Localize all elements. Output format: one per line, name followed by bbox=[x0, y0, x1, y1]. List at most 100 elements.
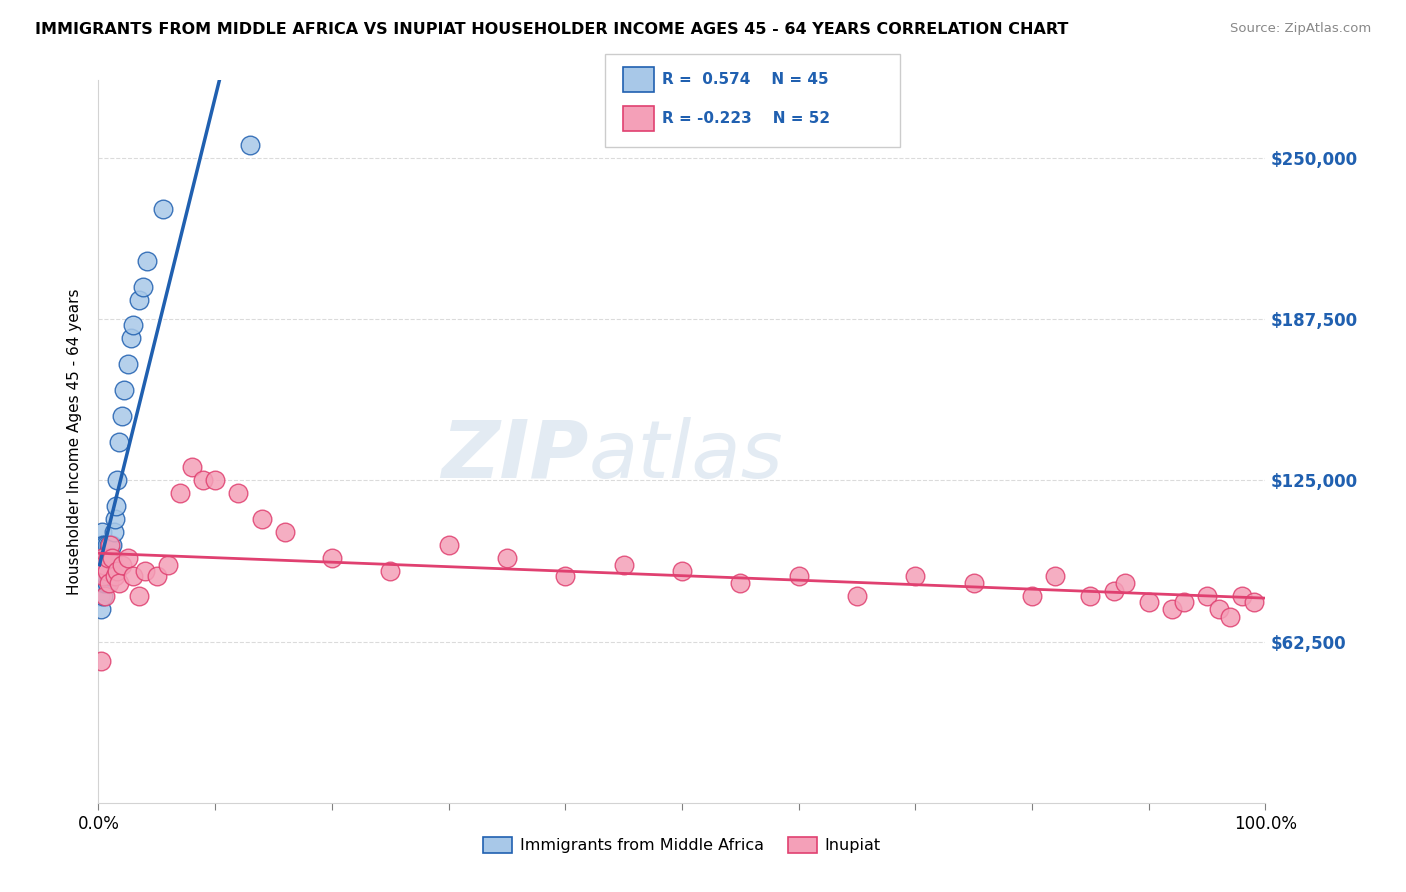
Point bbox=[90, 602, 112, 616]
Point bbox=[962, 576, 984, 591]
Point bbox=[105, 564, 128, 578]
Point bbox=[437, 538, 460, 552]
Point bbox=[97, 576, 120, 591]
Point bbox=[120, 331, 142, 345]
Point bbox=[274, 524, 297, 539]
Point bbox=[730, 576, 752, 591]
Point bbox=[98, 538, 121, 552]
Point bbox=[321, 550, 343, 565]
Y-axis label: Householder Income Ages 45 - 64 years: Householder Income Ages 45 - 64 years bbox=[67, 288, 83, 595]
Point bbox=[122, 568, 145, 582]
Point bbox=[91, 538, 114, 552]
Point bbox=[111, 558, 134, 573]
Point bbox=[1021, 590, 1043, 604]
Point bbox=[204, 473, 226, 487]
Text: atlas: atlas bbox=[589, 417, 783, 495]
Point bbox=[104, 499, 127, 513]
Text: R = -0.223    N = 52: R = -0.223 N = 52 bbox=[662, 112, 831, 126]
Point bbox=[104, 512, 127, 526]
Point bbox=[94, 558, 117, 573]
Point bbox=[1208, 602, 1230, 616]
Point bbox=[90, 538, 112, 552]
Point bbox=[101, 538, 124, 552]
Point bbox=[193, 473, 215, 487]
Point bbox=[787, 568, 810, 582]
Point bbox=[90, 524, 112, 539]
Point bbox=[91, 568, 114, 582]
Point bbox=[157, 558, 180, 573]
Point bbox=[136, 254, 159, 268]
Point bbox=[496, 550, 519, 565]
Point bbox=[117, 357, 139, 371]
Point bbox=[93, 558, 115, 573]
Point bbox=[1219, 610, 1241, 624]
Point bbox=[111, 409, 134, 423]
Text: R =  0.574    N = 45: R = 0.574 N = 45 bbox=[662, 72, 830, 87]
Point bbox=[91, 558, 114, 573]
Point bbox=[94, 568, 117, 582]
Point bbox=[169, 486, 191, 500]
Point bbox=[613, 558, 636, 573]
Point bbox=[90, 576, 112, 591]
Point bbox=[112, 383, 135, 397]
Point bbox=[1114, 576, 1136, 591]
Point bbox=[1195, 590, 1218, 604]
Point bbox=[1173, 594, 1195, 608]
Point bbox=[108, 434, 131, 449]
Point bbox=[98, 542, 121, 557]
Point bbox=[91, 568, 114, 582]
Point bbox=[100, 550, 122, 565]
Point bbox=[90, 568, 112, 582]
Point bbox=[180, 460, 202, 475]
Point bbox=[97, 550, 120, 565]
Point bbox=[89, 590, 111, 604]
Point bbox=[96, 576, 118, 591]
Point bbox=[93, 564, 115, 578]
Point bbox=[90, 564, 112, 578]
Point bbox=[250, 512, 273, 526]
Point bbox=[1080, 590, 1102, 604]
Point bbox=[1102, 584, 1125, 599]
Point bbox=[554, 568, 576, 582]
Point bbox=[97, 550, 120, 565]
Point bbox=[98, 558, 121, 573]
Text: ZIP: ZIP bbox=[441, 417, 589, 495]
Point bbox=[97, 568, 120, 582]
Point bbox=[1045, 568, 1067, 582]
Point bbox=[97, 538, 120, 552]
Point bbox=[132, 279, 155, 293]
Text: Source: ZipAtlas.com: Source: ZipAtlas.com bbox=[1230, 22, 1371, 36]
Point bbox=[122, 318, 145, 333]
Point bbox=[93, 550, 115, 565]
Point bbox=[1137, 594, 1160, 608]
Point bbox=[90, 550, 112, 565]
Point bbox=[103, 524, 125, 539]
Point bbox=[152, 202, 174, 217]
Point bbox=[94, 590, 117, 604]
Point bbox=[97, 564, 120, 578]
Point bbox=[671, 564, 693, 578]
Point bbox=[846, 590, 869, 604]
Point bbox=[96, 564, 118, 578]
Text: IMMIGRANTS FROM MIDDLE AFRICA VS INUPIAT HOUSEHOLDER INCOME AGES 45 - 64 YEARS C: IMMIGRANTS FROM MIDDLE AFRICA VS INUPIAT… bbox=[35, 22, 1069, 37]
Point bbox=[91, 590, 114, 604]
Legend: Immigrants from Middle Africa, Inupiat: Immigrants from Middle Africa, Inupiat bbox=[477, 830, 887, 860]
Point bbox=[93, 576, 115, 591]
Point bbox=[134, 564, 156, 578]
Point bbox=[90, 654, 112, 668]
Point bbox=[1243, 594, 1265, 608]
Point bbox=[96, 538, 118, 552]
Point bbox=[104, 568, 127, 582]
Point bbox=[1230, 590, 1253, 604]
Point bbox=[239, 137, 262, 152]
Point bbox=[101, 550, 124, 565]
Point bbox=[108, 576, 131, 591]
Point bbox=[904, 568, 927, 582]
Point bbox=[89, 550, 111, 565]
Point bbox=[90, 550, 112, 565]
Point bbox=[96, 550, 118, 565]
Point bbox=[228, 486, 250, 500]
Point bbox=[128, 590, 150, 604]
Point bbox=[1161, 602, 1184, 616]
Point bbox=[128, 293, 150, 307]
